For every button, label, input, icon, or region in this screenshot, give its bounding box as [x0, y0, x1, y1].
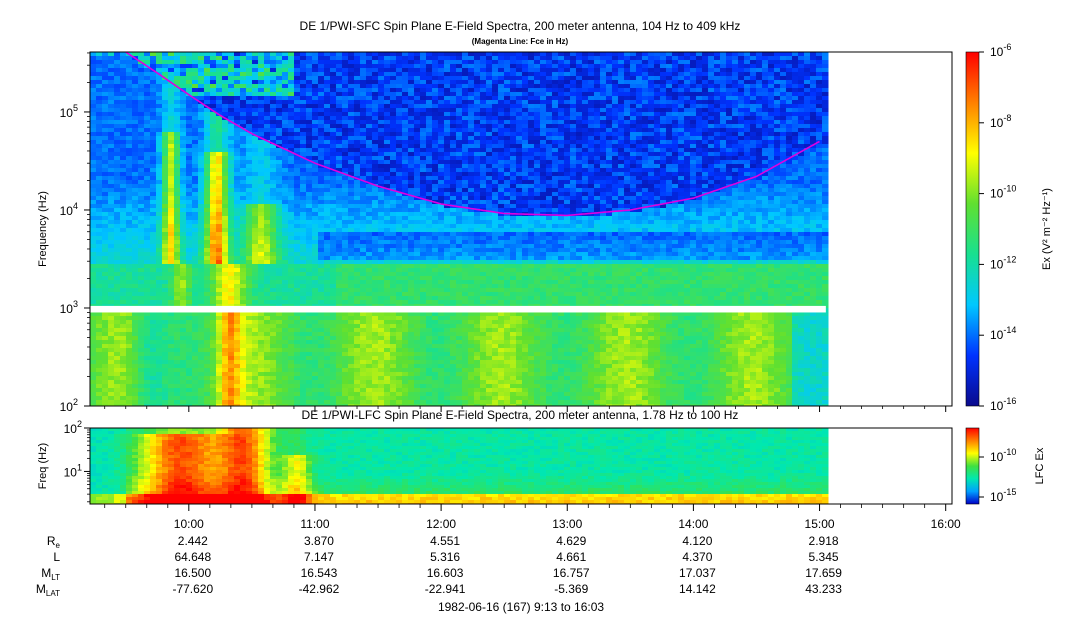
- ephemeris-value: 5.345: [809, 550, 839, 564]
- fce-magenta-line: [125, 52, 820, 217]
- sfc-y-tick-label: 105: [60, 103, 78, 120]
- ephemeris-value: -22.941: [425, 582, 466, 596]
- ephemeris-value: 16.500: [174, 566, 211, 580]
- lfc-heatmap: [90, 428, 952, 504]
- sfc-colorbar-tick-label: 10-8: [990, 113, 1011, 130]
- sfc-y-tick-label: 103: [60, 299, 78, 316]
- ephemeris-value: 4.661: [556, 550, 586, 564]
- ephemeris-value: 2.918: [809, 534, 839, 548]
- ephemeris-value: 17.037: [679, 566, 716, 580]
- lfc-colorbar-label: LFC Ex: [1034, 447, 1046, 484]
- lfc-colorbar-tick-label: 10-15: [990, 487, 1016, 504]
- ephemeris-value: 43.233: [805, 582, 842, 596]
- sfc-y-tick-label: 104: [60, 201, 78, 218]
- sfc-heatmap: [90, 52, 952, 406]
- sfc-colorbar-label-quantity: Ex: [1041, 257, 1053, 270]
- time-tick-label: 11:00: [300, 517, 329, 531]
- sfc-subtitle: (Magenta Line: Fce in Hz): [472, 37, 569, 46]
- sfc-spectrogram-cells: [90, 52, 829, 406]
- sfc-colorbar-tick-label: 10-6: [990, 42, 1011, 59]
- ephemeris-value: 4.551: [430, 534, 460, 548]
- sfc-colorbar-ticks: 10-6 10-8 10-10 10-12 10-14 10-16: [979, 42, 1016, 413]
- sfc-y-axis: 105 104 103 102: [60, 52, 90, 414]
- ephemeris-table: Re 2.442 3.870 4.551 4.629 4.120 2.918 L 64.648 7…: [36, 534, 842, 598]
- sfc-colorbar-tick-label: 10-10: [990, 184, 1016, 201]
- lfc-y-axis-label: Freq (Hz): [37, 443, 49, 489]
- ephemeris-row-label: MLT: [41, 566, 60, 582]
- lfc-title: DE 1/PWI-LFC Spin Plane E-Field Spectra,…: [302, 408, 739, 422]
- ephemeris-value: 4.370: [682, 550, 712, 564]
- ephemeris-value: 16.603: [427, 566, 464, 580]
- time-tick-label: 13:00: [552, 517, 582, 531]
- ephemeris-value: 7.147: [304, 550, 334, 564]
- time-tick-label: 16:00: [931, 517, 961, 531]
- ephemeris-value: 64.648: [174, 550, 211, 564]
- lfc-spectrogram-cells: [90, 428, 829, 504]
- ephemeris-value: 4.629: [556, 534, 586, 548]
- ephemeris-value: -77.620: [172, 582, 213, 596]
- sfc-colorbar-label-units: (V² m⁻² Hz⁻¹): [1041, 188, 1053, 254]
- lfc-y-tick-label: 101: [64, 462, 82, 479]
- ephemeris-row-label: MLAT: [36, 582, 60, 598]
- sfc-plot-frame: [89, 51, 953, 407]
- sfc-data-gap-band: [90, 305, 826, 313]
- ephemeris-row-label: Re: [47, 534, 61, 550]
- sfc-title: DE 1/PWI-SFC Spin Plane E-Field Spectra,…: [300, 19, 741, 33]
- ephemeris-row-label: L: [53, 550, 60, 564]
- ephemeris-value: 4.120: [682, 534, 712, 548]
- time-tick-label: 12:00: [426, 517, 456, 531]
- sfc-colorbar-tick-label: 10-16: [990, 396, 1016, 413]
- ephemeris-value: 16.543: [301, 566, 338, 580]
- sfc-colorbar: [965, 51, 980, 407]
- time-tick-label: 10:00: [174, 517, 204, 531]
- lfc-plot-frame: [89, 427, 953, 505]
- time-tick-label: 14:00: [678, 517, 708, 531]
- ephemeris-value: 14.142: [679, 582, 716, 596]
- time-axis: 10:00 11:00 12:00 13:00 14:00 15:00 16:00: [104, 406, 961, 531]
- lfc-colorbar-ticks: 10-10 10-15: [979, 447, 1016, 504]
- sfc-y-tick-label: 102: [60, 397, 78, 414]
- sfc-y-axis-label: Frequency (Hz): [37, 191, 49, 267]
- time-tick-label: 15:00: [805, 517, 835, 531]
- footer-time-range: 1982-06-16 (167) 9:13 to 16:03: [438, 600, 604, 614]
- ephemeris-value: 17.659: [805, 566, 842, 580]
- lfc-colorbar-tick-label: 10-10: [990, 447, 1016, 464]
- ephemeris-value: -42.962: [299, 582, 340, 596]
- sfc-colorbar-label: Ex (V² m⁻² Hz⁻¹): [1041, 188, 1053, 270]
- ephemeris-value: 5.316: [430, 550, 460, 564]
- sfc-colorbar-tick-label: 10-14: [990, 325, 1016, 342]
- ephemeris-value: 2.442: [178, 534, 208, 548]
- ephemeris-value: 3.870: [304, 534, 334, 548]
- sfc-colorbar-tick-label: 10-12: [990, 254, 1016, 271]
- lfc-colorbar: [965, 427, 980, 505]
- lfc-y-axis: 102 101: [64, 419, 90, 503]
- ephemeris-value: 16.757: [553, 566, 590, 580]
- lfc-y-tick-label: 102: [64, 419, 82, 436]
- ephemeris-value: -5.369: [554, 582, 588, 596]
